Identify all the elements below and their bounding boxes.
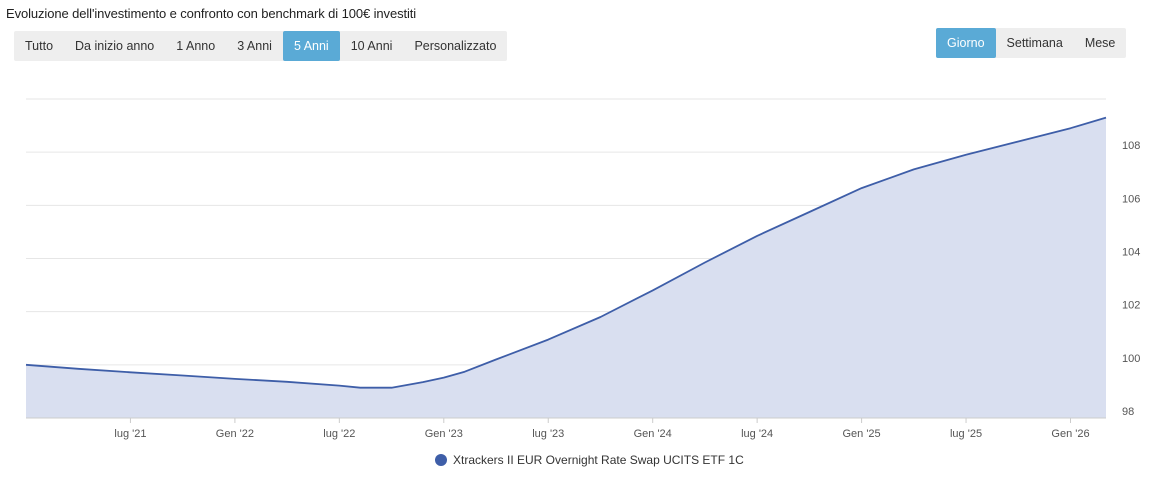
range-selector: Tutto Da inizio anno 1 Anno 3 Anni 5 Ann… bbox=[14, 31, 508, 61]
range-all-button[interactable]: Tutto bbox=[14, 31, 64, 61]
legend-label: Xtrackers II EUR Overnight Rate Swap UCI… bbox=[453, 453, 744, 467]
granularity-month-button[interactable]: Mese bbox=[1074, 28, 1127, 58]
range-custom-button[interactable]: Personalizzato bbox=[403, 31, 507, 61]
granularity-day-button[interactable]: Giorno bbox=[936, 28, 996, 58]
range-1y-button[interactable]: 1 Anno bbox=[165, 31, 226, 61]
chart-legend[interactable]: Xtrackers II EUR Overnight Rate Swap UCI… bbox=[435, 453, 744, 467]
range-ytd-button[interactable]: Da inizio anno bbox=[64, 31, 165, 61]
x-tick-label: Gen '23 bbox=[425, 428, 463, 440]
x-tick-label: lug '23 bbox=[532, 428, 564, 440]
range-10y-button[interactable]: 10 Anni bbox=[340, 31, 404, 61]
x-tick-label: lug '24 bbox=[741, 428, 773, 440]
x-tick-label: Gen '25 bbox=[842, 428, 880, 440]
y-tick-label: 106 bbox=[1122, 193, 1140, 205]
y-tick-label: 98 bbox=[1122, 406, 1134, 418]
series-line bbox=[25, 116, 1107, 389]
granularity-week-button[interactable]: Settimana bbox=[996, 28, 1074, 58]
y-tick-label: 108 bbox=[1122, 140, 1140, 152]
range-3y-button[interactable]: 3 Anni bbox=[226, 31, 283, 61]
y-tick-label: 100 bbox=[1122, 353, 1140, 365]
circle-icon bbox=[435, 454, 447, 466]
range-5y-button[interactable]: 5 Anni bbox=[282, 31, 340, 61]
x-tick-label: Gen '22 bbox=[216, 428, 254, 440]
y-tick-label: 102 bbox=[1122, 300, 1140, 312]
granularity-selector: Giorno Settimana Mese bbox=[936, 28, 1127, 58]
y-tick-label: 104 bbox=[1122, 247, 1140, 259]
x-tick-label: lug '25 bbox=[950, 428, 982, 440]
x-tick-label: Gen '26 bbox=[1051, 428, 1089, 440]
x-tick-label: lug '22 bbox=[323, 428, 355, 440]
x-tick-label: lug '21 bbox=[114, 428, 146, 440]
series-area bbox=[26, 117, 1106, 418]
page-title: Evoluzione dell'investimento e confronto… bbox=[6, 6, 417, 21]
x-tick-label: Gen '24 bbox=[634, 428, 672, 440]
